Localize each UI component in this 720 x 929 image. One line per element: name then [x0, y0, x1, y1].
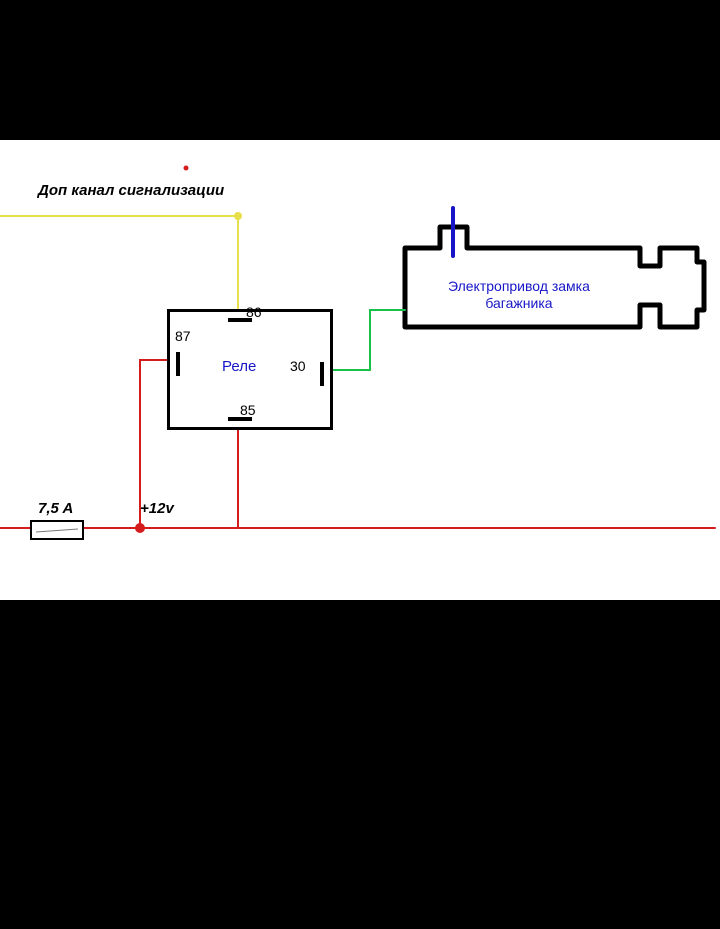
- relay-pin30-mark: [320, 362, 324, 386]
- relay-pin85-label: 85: [240, 402, 256, 418]
- diagram-canvas: Доп канал сигнализации 7,5 A +12v Реле 8…: [0, 140, 720, 600]
- supply-junction-dot: [135, 523, 145, 533]
- trunk-actuator-shape: [405, 227, 704, 327]
- fuse: [30, 520, 84, 540]
- wire-signal-yellow: [0, 216, 238, 312]
- fuse-rating-label: 7,5 A: [38, 500, 73, 517]
- relay-pin87-label: 87: [175, 328, 191, 344]
- relay-pin86-label: 86: [246, 304, 262, 320]
- actuator-label-line1: Электропривод замка: [448, 278, 590, 295]
- signal-channel-label: Доп канал сигнализации: [38, 182, 224, 201]
- wire-power-red: [0, 360, 715, 528]
- relay-pin87-mark: [176, 352, 180, 376]
- stray-red-dot: [184, 166, 189, 171]
- trunk-actuator-label: Электропривод замка багажника: [448, 278, 590, 312]
- actuator-label-line2: багажника: [448, 295, 590, 312]
- supply-voltage-label: +12v: [140, 500, 174, 517]
- relay-label: Реле: [222, 358, 256, 375]
- signal-junction-dot: [234, 212, 242, 220]
- wiring-layer: [0, 140, 720, 600]
- relay-pin30-label: 30: [290, 358, 306, 374]
